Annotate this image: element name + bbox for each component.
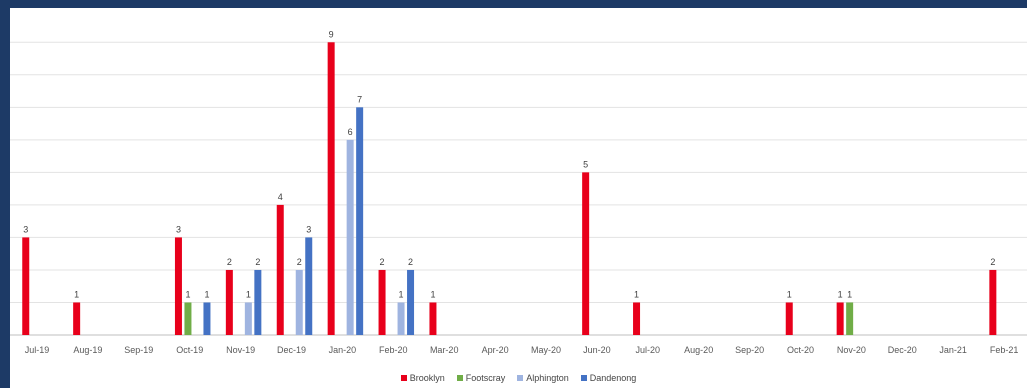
data-label-alphington: 1 — [246, 289, 251, 299]
bar-footscray — [184, 302, 192, 335]
x-tick-label: Jul-20 — [636, 345, 661, 355]
legend-item-dandenong: Dandenong — [580, 373, 637, 383]
x-tick-label: Apr-20 — [482, 345, 509, 355]
data-label-dandenong: 2 — [408, 257, 413, 267]
bar-dandenong — [356, 107, 364, 335]
x-tick-label: Jan-21 — [939, 345, 967, 355]
x-tick-label: Feb-20 — [379, 345, 408, 355]
bar-brooklyn — [276, 204, 284, 335]
x-tick-label: Oct-19 — [176, 345, 203, 355]
x-tick-label: Oct-20 — [787, 345, 814, 355]
data-label-alphington: 1 — [399, 289, 404, 299]
bar-brooklyn — [73, 302, 81, 335]
bar-brooklyn — [429, 302, 437, 335]
bar-brooklyn — [836, 302, 844, 335]
bar-brooklyn — [327, 42, 335, 335]
data-label-alphington: 2 — [297, 257, 302, 267]
bar-brooklyn — [378, 269, 386, 335]
data-label-brooklyn: 1 — [787, 289, 792, 299]
legend-label-dandenong: Dandenong — [589, 373, 637, 383]
data-label-brooklyn: 2 — [990, 257, 995, 267]
bar-brooklyn — [174, 237, 182, 335]
x-tick-label: Sep-19 — [124, 345, 153, 355]
data-label-dandenong: 2 — [255, 257, 260, 267]
bar-dandenong — [305, 237, 313, 335]
bar-alphington — [397, 302, 405, 335]
legend-swatch-dandenong — [580, 375, 587, 381]
legend-swatch-footscray — [456, 375, 463, 381]
x-tick-label: Sep-20 — [735, 345, 764, 355]
bar-alphington — [346, 139, 354, 335]
legend-item-brooklyn: Brooklyn — [400, 373, 445, 383]
bar-dandenong — [407, 269, 415, 335]
x-tick-label: Jul-19 — [25, 345, 50, 355]
data-label-brooklyn: 3 — [23, 224, 28, 234]
bar-brooklyn — [22, 237, 30, 335]
bar-footscray — [846, 302, 854, 335]
legend: Brooklyn Footscray Alphington Dandenong — [10, 373, 1027, 383]
x-tick-label: Jun-20 — [583, 345, 611, 355]
legend-label-footscray: Footscray — [465, 373, 506, 383]
x-tick-label: May-20 — [531, 345, 561, 355]
x-tick-label: Aug-19 — [73, 345, 102, 355]
data-label-dandenong: 1 — [204, 289, 209, 299]
data-label-brooklyn: 2 — [380, 257, 385, 267]
bar-brooklyn — [582, 172, 590, 335]
legend-item-alphington: Alphington — [517, 373, 569, 383]
legend-label-alphington: Alphington — [526, 373, 569, 383]
bar-alphington — [295, 269, 303, 335]
bar-brooklyn — [785, 302, 793, 335]
bar-brooklyn — [633, 302, 641, 335]
data-label-dandenong: 3 — [306, 224, 311, 234]
data-label-brooklyn: 9 — [329, 29, 334, 39]
x-tick-label: Dec-19 — [277, 345, 306, 355]
legend-swatch-alphington — [517, 375, 524, 381]
bar-dandenong — [254, 269, 262, 335]
x-tick-label: Jan-20 — [329, 345, 357, 355]
data-label-brooklyn: 4 — [278, 192, 283, 202]
bar-brooklyn — [225, 269, 233, 335]
legend-label-brooklyn: Brooklyn — [409, 373, 445, 383]
data-label-brooklyn: 5 — [583, 159, 588, 169]
x-tick-label: Nov-20 — [837, 345, 866, 355]
x-tick-label: Nov-19 — [226, 345, 255, 355]
x-tick-label: Aug-20 — [684, 345, 713, 355]
data-label-footscray: 1 — [185, 289, 190, 299]
x-tick-label: Feb-21 — [990, 345, 1019, 355]
data-label-alphington: 6 — [348, 127, 353, 137]
data-label-brooklyn: 1 — [74, 289, 79, 299]
legend-item-footscray: Footscray — [456, 373, 506, 383]
bar-brooklyn — [989, 269, 997, 335]
legend-swatch-brooklyn — [400, 375, 407, 381]
data-label-brooklyn: 2 — [227, 257, 232, 267]
bar-dandenong — [203, 302, 211, 335]
data-label-brooklyn: 1 — [430, 289, 435, 299]
bar-alphington — [244, 302, 252, 335]
data-label-dandenong: 7 — [357, 94, 362, 104]
data-label-brooklyn: 3 — [176, 224, 181, 234]
data-label-brooklyn: 1 — [838, 289, 843, 299]
x-tick-label: Mar-20 — [430, 345, 459, 355]
data-label-brooklyn: 1 — [634, 289, 639, 299]
x-tick-label: Dec-20 — [888, 345, 917, 355]
data-label-footscray: 1 — [847, 289, 852, 299]
